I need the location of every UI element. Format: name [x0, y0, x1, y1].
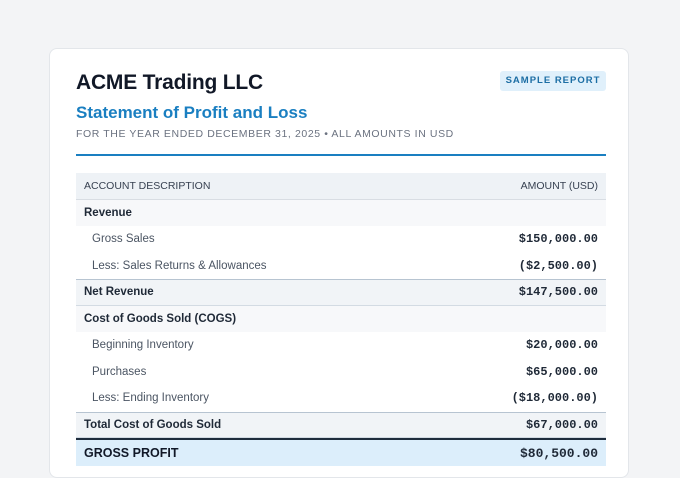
- row-amount: $80,500.00: [519, 445, 598, 461]
- pnl-table: ACCOUNT DESCRIPTION AMOUNT (USD) Revenue…: [76, 173, 606, 466]
- company-name: ACME Trading LLC: [76, 71, 263, 94]
- row-amount: $65,000.00: [525, 364, 598, 379]
- row-description: Gross Sales: [92, 233, 155, 246]
- row-description: Beginning Inventory: [92, 339, 194, 352]
- section-row-cogs: Cost of Goods Sold (COGS): [76, 305, 606, 332]
- row-amount: $147,500.00: [518, 285, 598, 300]
- row-description: Revenue: [84, 206, 132, 219]
- row-description: Net Revenue: [84, 286, 154, 299]
- report-period: FOR THE YEAR ENDED DECEMBER 31, 2025 • A…: [76, 128, 454, 140]
- row-description: Purchases: [92, 365, 147, 378]
- row-amount: ($2,500.00): [518, 258, 598, 273]
- table-row: Beginning Inventory $20,000.00: [76, 332, 606, 359]
- row-description: Total Cost of Goods Sold: [84, 418, 222, 431]
- section-row-revenue: Revenue: [76, 199, 606, 226]
- row-amount: $20,000.00: [525, 338, 598, 353]
- column-header-description: ACCOUNT DESCRIPTION: [84, 179, 211, 192]
- subtotal-row-total-cogs: Total Cost of Goods Sold $67,000.00: [76, 411, 606, 438]
- gross-profit-row: GROSS PROFIT $80,500.00: [76, 438, 606, 466]
- table-header-row: ACCOUNT DESCRIPTION AMOUNT (USD): [76, 173, 606, 200]
- report-card: ACME Trading LLC SAMPLE REPORT Statement…: [49, 48, 629, 478]
- sample-report-badge: SAMPLE REPORT: [500, 71, 606, 91]
- table-row: Less: Sales Returns & Allowances ($2,500…: [76, 252, 606, 279]
- row-description: Less: Sales Returns & Allowances: [92, 259, 267, 272]
- title-divider: [76, 154, 606, 156]
- table-row: Gross Sales $150,000.00: [76, 226, 606, 253]
- table-row: Less: Ending Inventory ($18,000.00): [76, 385, 606, 412]
- row-amount: $67,000.00: [525, 417, 598, 432]
- column-header-amount: AMOUNT (USD): [520, 179, 598, 192]
- row-description: Less: Ending Inventory: [92, 392, 209, 405]
- row-amount: $150,000.00: [518, 232, 598, 247]
- row-amount: ($18,000.00): [511, 391, 598, 406]
- report-title: Statement of Profit and Loss: [76, 103, 308, 122]
- row-description: GROSS PROFIT: [84, 446, 179, 460]
- row-description: Cost of Goods Sold (COGS): [84, 312, 237, 325]
- table-row: Purchases $65,000.00: [76, 358, 606, 385]
- subtotal-row-net-revenue: Net Revenue $147,500.00: [76, 279, 606, 306]
